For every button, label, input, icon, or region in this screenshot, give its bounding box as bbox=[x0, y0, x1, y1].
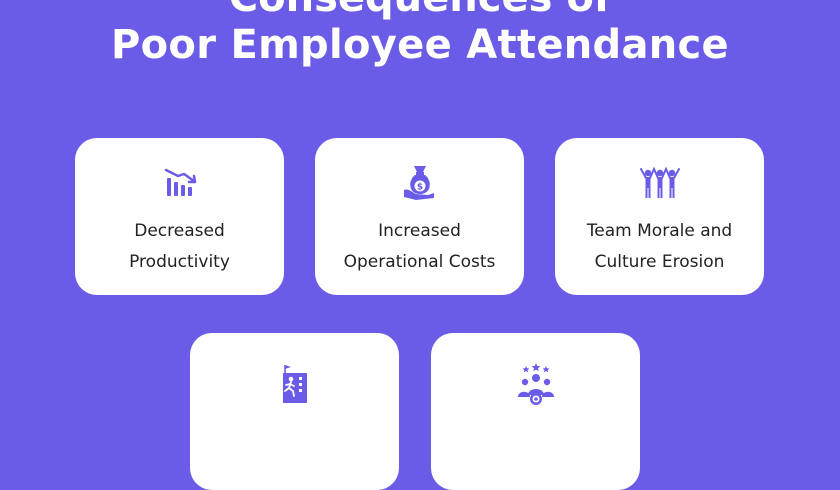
card-label: Increased Operational Costs bbox=[343, 221, 496, 272]
page-title-line1: Consequences of bbox=[0, 0, 840, 22]
svg-text:$: $ bbox=[416, 183, 422, 193]
money-bag-hand-icon: $ bbox=[398, 160, 442, 204]
card-label: Decreased Productivity bbox=[129, 221, 230, 272]
card-runner-office bbox=[190, 333, 399, 490]
team-people-icon bbox=[638, 160, 682, 204]
runner-office-icon bbox=[273, 361, 317, 405]
card-label: Team Morale and Culture Erosion bbox=[586, 221, 733, 272]
page-title-line2: Poor Employee Attendance bbox=[111, 22, 729, 68]
card-increased-operational-costs: $ Increased Operational Costs bbox=[315, 138, 524, 295]
team-stars-icon bbox=[514, 361, 558, 405]
declining-chart-icon bbox=[158, 160, 202, 204]
card-team-morale: Team Morale and Culture Erosion bbox=[555, 138, 764, 295]
card-team-stars bbox=[431, 333, 640, 490]
card-decreased-productivity: Decreased Productivity bbox=[75, 138, 284, 295]
